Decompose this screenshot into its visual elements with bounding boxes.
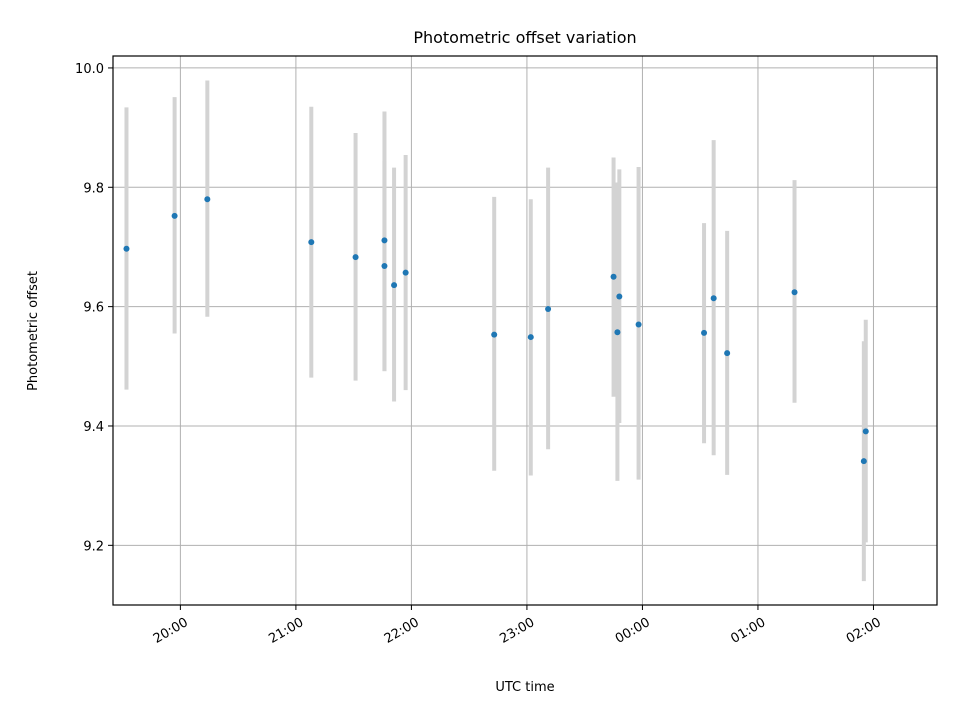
data-point: [308, 239, 315, 246]
data-point: [791, 289, 798, 296]
chart-title: Photometric offset variation: [413, 28, 636, 47]
data-point: [710, 295, 717, 302]
data-point: [391, 282, 398, 289]
data-point: [491, 331, 498, 338]
data-point: [614, 329, 621, 336]
data-point: [381, 237, 388, 244]
data-point: [724, 350, 731, 357]
grid: [113, 56, 937, 605]
data-point: [701, 329, 708, 336]
data-point: [352, 254, 359, 261]
data-point: [171, 212, 178, 219]
y-axis-ticks: 9.2 9.4 9.6 9.8 10.0: [75, 62, 113, 554]
data-points: [123, 196, 869, 465]
y-tick-label: 10.0: [75, 62, 104, 77]
data-point: [862, 428, 869, 435]
plot-frame: [112, 55, 938, 606]
y-tick-label: 9.8: [83, 181, 104, 196]
data-point: [527, 334, 534, 341]
data-point: [616, 293, 623, 300]
data-point: [610, 273, 617, 280]
y-axis-label: Photometric offset: [26, 271, 41, 391]
y-tick-label: 9.4: [83, 420, 104, 435]
data-point: [381, 263, 388, 270]
data-point: [123, 245, 130, 252]
data-point: [635, 321, 642, 328]
data-point: [204, 196, 211, 203]
y-tick-label: 9.6: [83, 301, 104, 316]
data-point: [545, 306, 552, 313]
data-point: [860, 458, 867, 465]
data-point: [402, 269, 409, 276]
y-tick-label: 9.2: [83, 539, 104, 554]
x-axis-label: UTC time: [495, 680, 554, 695]
